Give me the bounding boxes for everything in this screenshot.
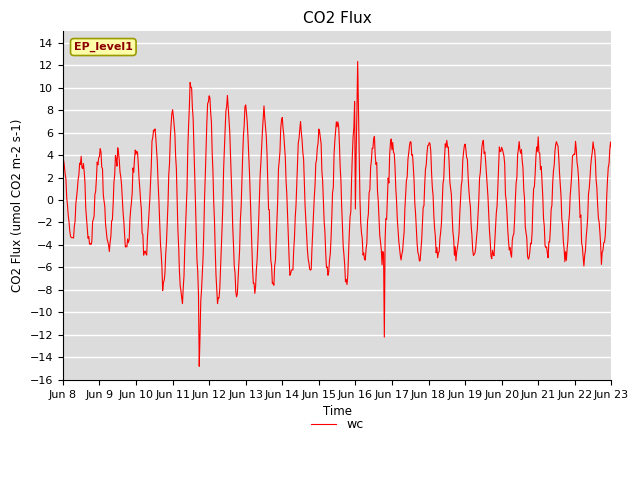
- wc: [179, 285, 187, 290]
- X-axis label: Time: Time: [323, 405, 351, 418]
- wc: [204, 101, 211, 107]
- Text: EP_level1: EP_level1: [74, 42, 132, 52]
- Line: wc: wc: [63, 61, 611, 366]
- wc: [607, 144, 615, 150]
- wc: [59, 169, 67, 175]
- wc: [438, 220, 445, 226]
- wc: [383, 197, 391, 203]
- wc: [195, 363, 203, 369]
- wc: [354, 59, 362, 64]
- wc: [330, 185, 337, 191]
- wc: [559, 222, 566, 228]
- Y-axis label: CO2 Flux (umol CO2 m-2 s-1): CO2 Flux (umol CO2 m-2 s-1): [11, 119, 24, 292]
- Title: CO2 Flux: CO2 Flux: [303, 11, 371, 26]
- Legend: wc: wc: [306, 413, 368, 436]
